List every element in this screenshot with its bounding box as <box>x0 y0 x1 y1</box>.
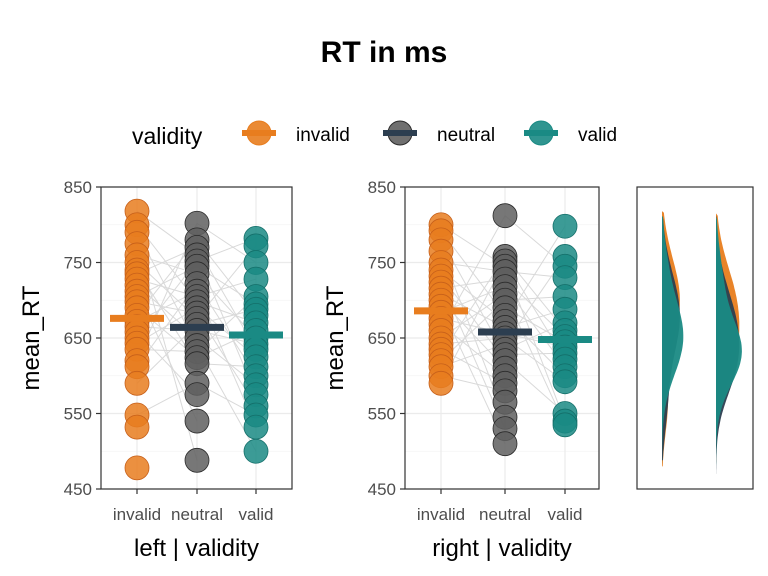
density-panel <box>636 186 754 490</box>
x-tick-label-invalid: invalid <box>417 505 465 524</box>
series-valid <box>243 225 269 464</box>
data-point-invalid <box>124 455 150 481</box>
chart-title: RT in ms <box>321 36 448 69</box>
legend-label-valid: valid <box>578 125 617 146</box>
y-tick-label: 550 <box>368 405 396 424</box>
x-axis-title: right | validity <box>432 535 572 562</box>
legend-title: validity <box>132 123 203 149</box>
series-invalid <box>124 198 150 481</box>
y-tick-label: 850 <box>64 178 92 197</box>
density-valid <box>662 215 684 480</box>
data-point-valid <box>552 412 578 438</box>
data-point-neutral <box>492 431 518 457</box>
x-tick-label-invalid: invalid <box>113 505 161 524</box>
series-valid <box>552 213 578 438</box>
y-axis-title: mean_RT <box>322 285 349 390</box>
series-neutral <box>184 210 210 473</box>
data-point-valid <box>552 369 578 395</box>
y-tick-label: 750 <box>368 254 396 273</box>
x-tick-label-neutral: neutral <box>171 505 223 524</box>
legend-label-neutral: neutral <box>437 125 495 146</box>
series-invalid <box>428 212 454 396</box>
y-tick-label: 450 <box>64 480 92 499</box>
x-axis-title: left | validity <box>134 535 259 562</box>
y-tick-label: 750 <box>64 254 92 273</box>
right-panel: 450 550 650 750 850 invalid neutral valid right … <box>322 178 600 562</box>
data-point-neutral <box>492 203 518 229</box>
data-point-valid <box>552 213 578 239</box>
y-axis-title: mean_RT <box>18 285 45 390</box>
y-tick-label: 650 <box>368 329 396 348</box>
x-tick-label-valid: valid <box>239 505 274 524</box>
y-tick-label: 550 <box>64 405 92 424</box>
legend-label-invalid: invalid <box>296 125 350 146</box>
legend: validity invalid neutral valid <box>132 120 617 149</box>
density-valid <box>716 217 742 476</box>
left-panel: 450 550 650 750 850 invalid neutral valid left |… <box>18 178 293 562</box>
density-panel-border <box>636 186 754 490</box>
data-point-invalid <box>124 370 150 396</box>
x-tick-label-neutral: neutral <box>479 505 531 524</box>
data-point-invalid <box>124 414 150 440</box>
data-point-neutral <box>184 447 210 473</box>
data-point-invalid <box>428 370 454 396</box>
y-tick-label: 850 <box>368 178 396 197</box>
data-point-neutral <box>184 382 210 408</box>
density-right <box>716 213 742 476</box>
y-tick-label: 450 <box>368 480 396 499</box>
legend-items: invalid neutral valid <box>242 120 617 146</box>
x-tick-label-valid: valid <box>548 505 583 524</box>
data-point-valid <box>243 414 269 440</box>
series-neutral <box>492 203 518 457</box>
data-point-neutral <box>184 408 210 434</box>
data-point-valid <box>243 438 269 464</box>
y-tick-label: 650 <box>64 329 92 348</box>
density-left <box>662 211 684 480</box>
